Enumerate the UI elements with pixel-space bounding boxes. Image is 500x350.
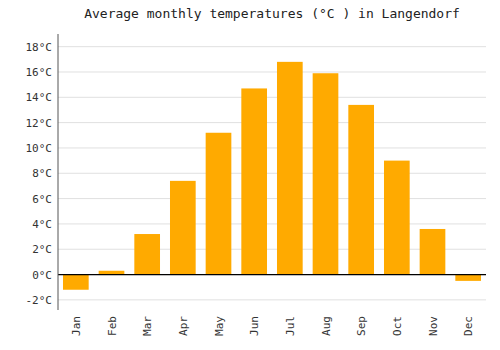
grid-line: [58, 223, 486, 224]
grid-line: [58, 299, 486, 300]
grid-line: [58, 97, 486, 98]
bar: [134, 234, 160, 275]
x-tick-label: Nov: [427, 316, 440, 336]
grid-line: [58, 173, 486, 174]
bar: [241, 88, 267, 274]
x-tick-label: Jan: [70, 316, 83, 336]
y-tick-label: 2°C: [32, 243, 52, 256]
x-tick-label: Mar: [141, 316, 154, 336]
bar: [170, 181, 196, 275]
title: Average monthly temperatures (°C ) in La…: [84, 6, 460, 21]
y-tick-label: 0°C: [32, 269, 52, 282]
grid-line: [58, 198, 486, 199]
grid-line: [58, 71, 486, 72]
bar: [455, 275, 481, 281]
grid-line: [58, 46, 486, 47]
x-tick-label: Feb: [106, 316, 119, 336]
y-tick-label: 6°C: [32, 193, 52, 206]
bar: [420, 229, 446, 275]
bars: [63, 62, 481, 290]
chart-container: Average monthly temperatures (°C ) in La…: [0, 0, 500, 350]
y-tick-label: 16°C: [26, 66, 53, 79]
grid-line: [58, 147, 486, 148]
x-tick-label: Dec: [462, 316, 475, 336]
x-tick-label: Jul: [284, 316, 297, 336]
y-tick-label: 12°C: [26, 117, 53, 130]
bar: [384, 161, 410, 275]
grid: [58, 47, 486, 300]
bar: [63, 275, 89, 290]
y-tick-label: 8°C: [32, 167, 52, 180]
y-tick-label: 10°C: [26, 142, 53, 155]
x-tick-label: May: [213, 316, 226, 336]
x-tick-label: Aug: [320, 316, 333, 336]
bar: [348, 105, 374, 275]
grid-line: [58, 274, 486, 275]
x-tick-label: Sep: [355, 316, 368, 336]
y-axis-line: [58, 34, 59, 310]
x-tick-label: Apr: [177, 316, 190, 336]
y-tick-label: 4°C: [32, 218, 52, 231]
chart: Average monthly temperatures (°C ) in La…: [0, 0, 500, 350]
bar: [313, 73, 339, 274]
y-tick-label: 18°C: [26, 41, 53, 54]
x-tick-label: Jun: [248, 316, 261, 336]
x-tick-label: Oct: [391, 316, 404, 336]
zero-line: [58, 274, 486, 275]
y-tick-label: 14°C: [26, 91, 53, 104]
bar: [277, 62, 303, 275]
grid-line: [58, 122, 486, 123]
y-tick-label: -2°C: [26, 294, 53, 307]
bar: [206, 133, 232, 275]
